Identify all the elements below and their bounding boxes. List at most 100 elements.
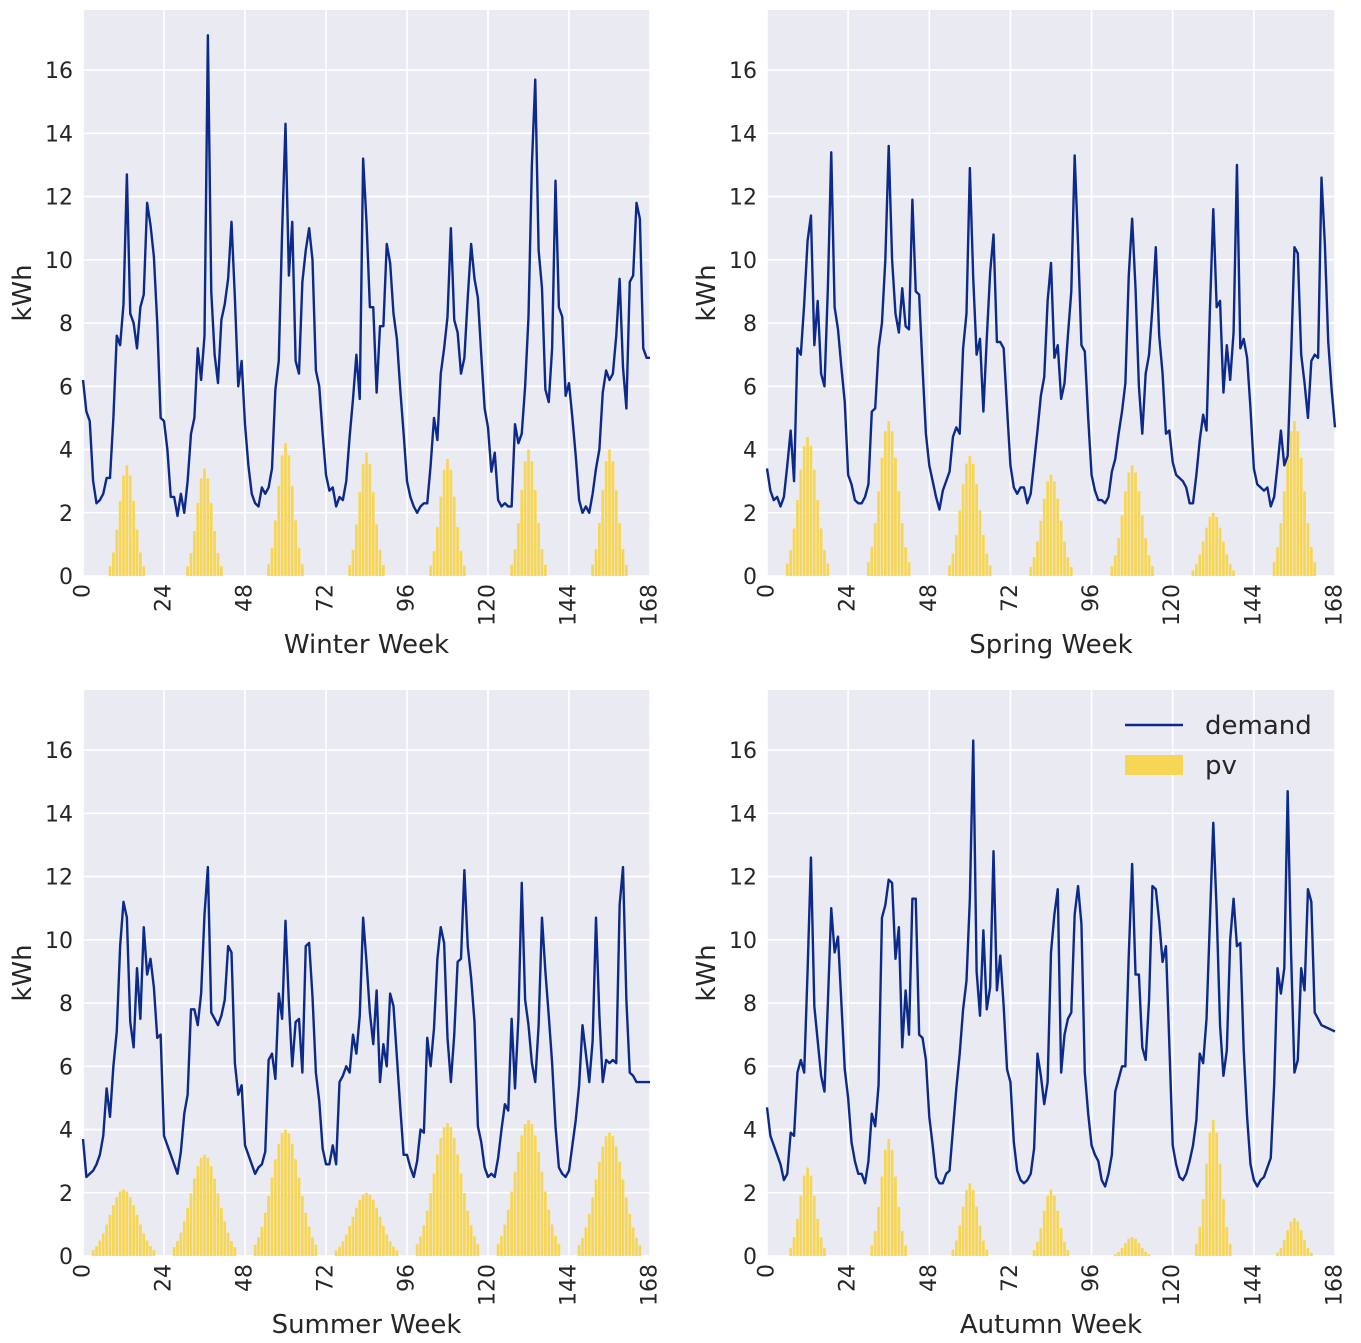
pv-bar: [520, 1135, 524, 1256]
pv-bar: [263, 1212, 267, 1256]
pv-bar: [510, 1191, 513, 1256]
pv-bar: [1296, 1221, 1300, 1256]
pv-bar: [98, 1240, 102, 1256]
pv-bar: [1063, 1241, 1066, 1256]
pv-bar: [1137, 1243, 1141, 1256]
pv-bar: [819, 528, 823, 576]
pv-bar: [287, 455, 291, 576]
pv-bar: [284, 443, 287, 576]
pv-bar: [1120, 515, 1124, 576]
pv-bar: [1218, 527, 1222, 576]
pv-bar: [978, 1225, 982, 1256]
pv-bar: [1147, 1254, 1151, 1256]
pv-bar: [618, 523, 621, 576]
pv-bar: [604, 1136, 608, 1256]
y-tick-label: 2: [743, 502, 757, 527]
pv-bar: [439, 1138, 443, 1256]
pv-bar: [1225, 1227, 1229, 1256]
pv-bar: [277, 485, 281, 576]
y-tick-label: 14: [45, 802, 73, 827]
pv-bar: [577, 1245, 581, 1256]
pv-bar: [1293, 1218, 1296, 1256]
pv-bar: [294, 1159, 297, 1256]
x-tick-label: 0: [755, 584, 780, 598]
pv-bar: [877, 491, 880, 576]
pv-bar: [1215, 1132, 1219, 1256]
pv-bar: [867, 562, 870, 576]
pv-bar: [1195, 564, 1198, 576]
pv-bar: [466, 1210, 470, 1256]
pv-bar: [604, 461, 608, 576]
pv-bar: [985, 553, 989, 576]
pv-bar: [1063, 541, 1066, 576]
pv-bar: [257, 1237, 260, 1256]
pv-bar: [314, 1244, 318, 1256]
pv-bar: [591, 1197, 594, 1256]
pv-bar: [385, 1234, 389, 1256]
legend-label-demand: demand: [1205, 711, 1312, 741]
pv-bar: [209, 1166, 213, 1256]
pv-bar: [1110, 566, 1114, 576]
pv-bar: [193, 531, 196, 576]
pv-bar: [361, 1194, 365, 1256]
pv-bar: [220, 1208, 223, 1256]
pv-bar: [948, 565, 951, 576]
pv-bar: [1130, 1237, 1134, 1256]
pv-bar: [368, 464, 372, 576]
pv-bar: [226, 1232, 230, 1256]
pv-bar: [122, 1189, 125, 1256]
pv-bar: [365, 1192, 368, 1256]
pv-bar: [368, 1194, 372, 1256]
pv-bar: [1069, 567, 1073, 576]
y-tick-label: 8: [59, 992, 73, 1017]
y-tick-label: 10: [729, 249, 757, 274]
x-tick-label: 168: [1323, 584, 1348, 626]
pv-bar: [463, 1193, 466, 1256]
pv-bar: [193, 1178, 196, 1256]
pv-bar: [598, 523, 601, 576]
pv-bar: [436, 1154, 439, 1256]
pv-bar: [870, 547, 874, 576]
pv-bar: [209, 503, 213, 576]
y-tick-label: 6: [59, 375, 73, 400]
y-tick-label: 8: [743, 312, 757, 337]
pv-bar: [792, 528, 796, 576]
x-tick-label: 48: [233, 584, 258, 612]
pv-bar: [139, 1224, 142, 1256]
pv-bar: [172, 1247, 176, 1256]
demand-line: [765, 739, 1336, 1188]
pv-bar: [887, 421, 891, 576]
pv-bar: [496, 1243, 500, 1256]
pv-bar: [900, 523, 904, 576]
pv-bar: [614, 490, 618, 576]
y-tick-label: 0: [59, 565, 73, 590]
pv-bar: [971, 463, 975, 576]
x-tick-label: 72: [998, 584, 1023, 612]
y-tick-label: 2: [743, 1182, 757, 1207]
x-tick-label: 0: [71, 1264, 96, 1278]
pv-bar: [294, 520, 297, 576]
pv-bar: [388, 1241, 392, 1256]
pv-bar: [628, 1213, 632, 1256]
pv-bar: [1046, 481, 1049, 576]
pv-bar: [196, 1166, 200, 1256]
x-tick-label: 24: [152, 584, 177, 612]
pv-bar: [442, 469, 446, 576]
pv-bar: [550, 1224, 554, 1256]
pv-bar: [1053, 481, 1056, 576]
pv-bar: [125, 465, 129, 576]
pv-bar: [1211, 512, 1215, 576]
x-tick-label: 96: [395, 584, 420, 612]
pv-bar: [513, 1171, 517, 1256]
pv-bar: [267, 1196, 270, 1256]
pv-bar: [799, 469, 803, 576]
x-tick-label: 24: [152, 1264, 177, 1292]
pv-bar: [1228, 1243, 1232, 1256]
pv-bar: [128, 475, 132, 576]
x-tick-label: 96: [395, 1264, 420, 1292]
pv-bar: [338, 1246, 341, 1256]
pv-bar: [1144, 1251, 1148, 1256]
x-tick-label: 48: [917, 1264, 942, 1292]
